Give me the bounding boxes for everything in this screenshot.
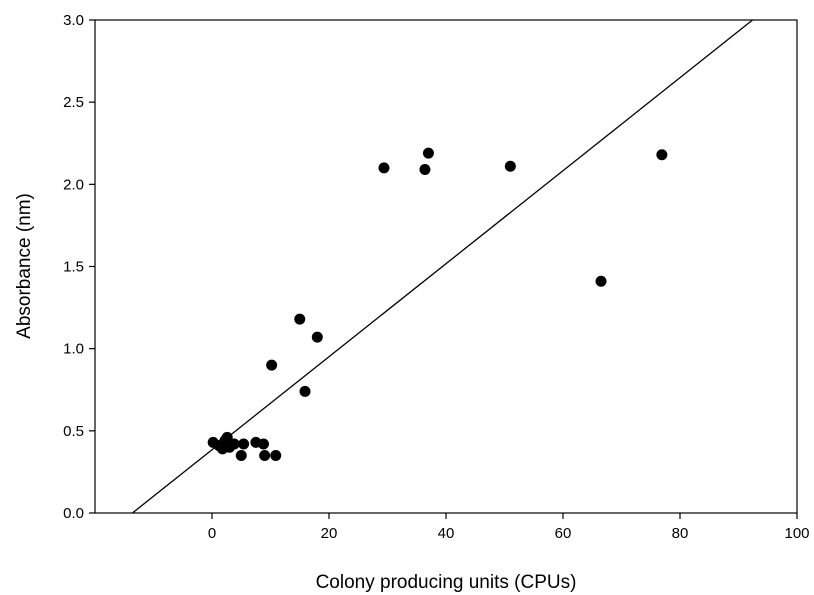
data-point (311, 331, 323, 343)
y-tick-label: 2.0 (63, 176, 84, 193)
data-point (266, 359, 278, 371)
y-axis-label: Absorbance (nm) (14, 193, 35, 339)
data-point (257, 438, 269, 450)
data-point (504, 160, 516, 172)
data-point (270, 449, 282, 461)
data-point (595, 275, 607, 287)
data-point (228, 438, 240, 450)
x-tick-label: 40 (438, 525, 455, 542)
x-tick-label: 100 (784, 525, 809, 542)
y-tick-label: 1.5 (63, 259, 84, 276)
x-tick-label: 80 (672, 525, 689, 542)
data-point (299, 385, 311, 397)
y-tick-label: 0.5 (63, 423, 84, 440)
axis-tick-labels: 0 20 40 60 80 100 0.0 0.5 1.0 1.5 2.0 2.5 3.0 (63, 12, 809, 542)
data-point (294, 313, 306, 325)
regression-line (132, 19, 753, 514)
plot-frame (94, 19, 798, 514)
data-point (259, 449, 271, 461)
y-tick-label: 0.0 (63, 505, 84, 522)
y-tick-label: 1.0 (63, 341, 84, 358)
data-point (235, 449, 247, 461)
y-tick-label: 2.5 (63, 94, 84, 111)
x-axis-label: Colony producing units (CPUs) (316, 572, 577, 593)
data-point (419, 164, 431, 176)
data-points (207, 147, 668, 461)
data-point (378, 162, 390, 174)
y-tick-label: 3.0 (63, 12, 84, 29)
data-point (656, 149, 668, 161)
data-point (221, 431, 233, 443)
data-point (422, 147, 434, 159)
x-tick-label: 0 (208, 525, 216, 542)
x-tick-label: 60 (555, 525, 572, 542)
axis-ticks (89, 19, 798, 519)
x-tick-label: 20 (321, 525, 338, 542)
data-point (238, 438, 250, 450)
